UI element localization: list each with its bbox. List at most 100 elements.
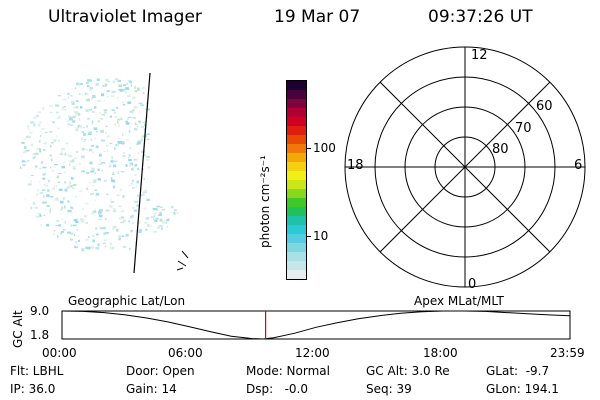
emission-speckle [159,225,163,227]
emission-speckle [70,100,75,103]
emission-speckle [45,209,47,211]
emission-speckle [88,79,92,82]
emission-speckle [93,127,98,130]
emission-speckle [86,85,90,88]
emission-speckle [44,201,47,204]
emission-speckle [107,135,110,138]
emission-speckle [49,208,51,211]
emission-speckle [37,189,39,192]
emission-speckle [79,83,83,86]
colorbar-swatch [287,99,306,108]
emission-speckle [57,235,59,238]
emission-speckle [79,93,81,95]
emission-speckle [146,138,150,140]
emission-speckle [109,115,112,118]
emission-speckle [85,203,89,205]
emission-speckle [115,228,119,232]
emission-speckle [129,164,131,167]
emission-speckle [79,118,81,121]
colorbar-swatch [287,180,306,189]
emission-speckle [69,185,73,188]
emission-speckle [78,239,80,242]
emission-speckle [129,80,132,84]
emission-speckle [74,245,76,248]
emission-speckle [142,92,145,95]
emission-speckle [101,169,103,172]
emission-speckle [125,91,127,94]
emission-speckle [122,154,126,158]
emission-speckle [137,194,139,197]
emission-speckle [67,231,71,234]
emission-speckle [111,90,116,94]
emission-speckle [56,175,60,179]
emission-speckle [114,78,119,81]
emission-speckle [133,158,138,161]
emission-speckle [146,198,150,201]
emission-speckle [142,192,145,196]
emission-speckle [95,246,100,250]
emission-speckle [87,117,90,120]
emission-speckle [36,193,38,196]
emission-speckle [118,217,122,220]
emission-speckle [36,115,39,118]
emission-speckle [114,78,119,80]
emission-speckle [76,228,78,231]
emission-speckle [72,120,76,123]
emission-speckle [144,108,148,110]
emission-speckle [108,163,112,165]
emission-speckle [86,238,89,241]
emission-speckle [50,166,52,169]
emission-speckle [33,123,36,127]
emission-speckle [50,142,54,144]
emission-speckle [161,227,163,230]
emission-speckle [39,213,41,216]
emission-speckle [116,194,120,196]
emission-speckle [55,225,60,226]
emission-speckle [61,206,64,210]
emission-speckle [122,246,126,248]
emission-speckle [69,232,74,235]
emission-speckle [49,154,52,157]
emission-speckle [23,138,27,140]
emission-speckle [57,127,60,130]
emission-speckle [118,234,121,238]
emission-speckle [30,206,33,210]
timeline-xtick-2: 12:00 [295,346,330,360]
emission-speckle [63,197,65,200]
mlt-label-0: 0 [468,277,476,292]
emission-speckle [40,224,42,227]
emission-speckle [100,118,104,120]
emission-speckle [137,152,139,155]
emission-speckle [92,95,96,98]
emission-speckle [132,187,136,189]
emission-speckle [81,170,85,173]
emission-speckle [73,234,76,237]
emission-speckle [145,228,148,231]
emission-speckle [86,93,89,95]
colorbar-tick-100: 100 [313,141,336,155]
emission-speckle [98,214,103,218]
emission-speckle [141,135,146,138]
emission-speckle [61,218,64,220]
dsp-readout: Dsp: -0.0 [246,382,309,396]
emission-speckle [24,146,27,149]
colorbar-swatch [287,198,306,207]
emission-speckle [42,149,46,151]
emission-speckle [115,107,119,109]
colorbar-swatch [287,162,306,171]
emission-speckle [105,132,107,135]
emission-speckle [86,187,89,190]
emission-speckle [85,109,89,112]
colorbar-swatch [287,171,306,180]
emission-speckle [35,207,38,209]
emission-speckle [112,225,117,229]
emission-speckle [23,150,27,154]
emission-speckle [128,158,132,162]
colorbar [286,80,307,280]
emission-speckle [104,162,106,164]
emission-speckle [106,96,109,98]
emission-speckle [25,149,30,152]
emission-speckle [75,106,79,109]
emission-speckle [76,82,79,86]
